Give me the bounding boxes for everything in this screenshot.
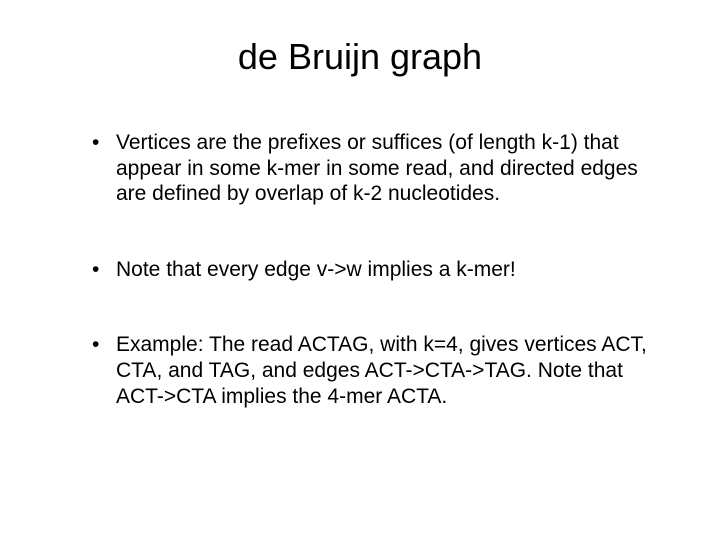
slide-title: de Bruijn graph xyxy=(60,36,660,78)
list-item: Vertices are the prefixes or suffices (o… xyxy=(92,130,660,207)
list-item: Note that every edge v->w implies a k-me… xyxy=(92,257,660,283)
bullet-list: Vertices are the prefixes or suffices (o… xyxy=(60,130,660,409)
list-item: Example: The read ACTAG, with k=4, gives… xyxy=(92,332,660,409)
